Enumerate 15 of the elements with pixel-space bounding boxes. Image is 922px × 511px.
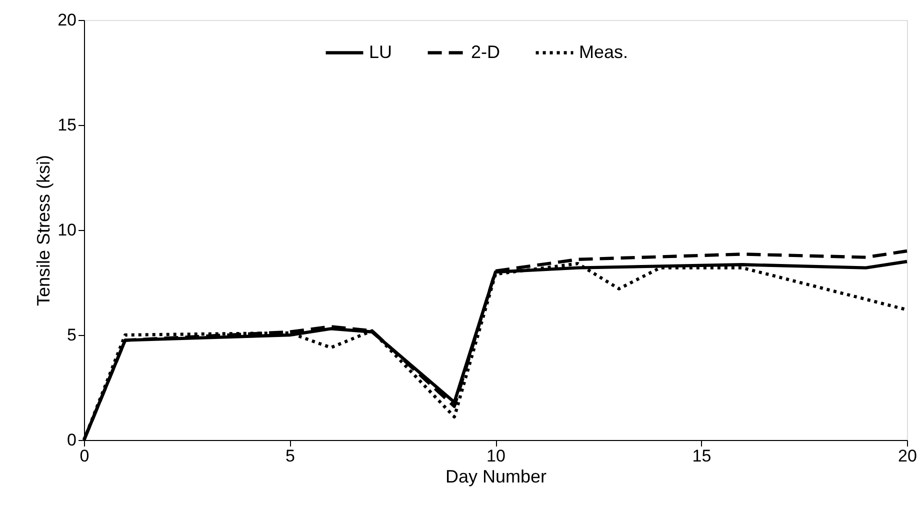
x-tick-label: 15	[692, 446, 712, 466]
y-tick-label: 15	[58, 116, 76, 134]
legend-label: 2-D	[471, 42, 500, 62]
legend-label: LU	[369, 42, 392, 62]
y-tick-label: 0	[67, 430, 76, 450]
legend-label: Meas.	[579, 42, 628, 62]
x-tick-label: 10	[486, 446, 506, 466]
y-tick-label: 5	[67, 326, 76, 344]
x-tick-label: 5	[286, 446, 295, 466]
y-tick-label: 20	[58, 10, 76, 30]
x-tick-label: 20	[898, 446, 917, 466]
y-axis-title: Tensile Stress (ksi)	[34, 154, 54, 306]
x-axis-title: Day Number	[445, 466, 547, 486]
y-tick-label: 10	[58, 220, 76, 240]
x-tick-label: 0	[80, 446, 90, 466]
